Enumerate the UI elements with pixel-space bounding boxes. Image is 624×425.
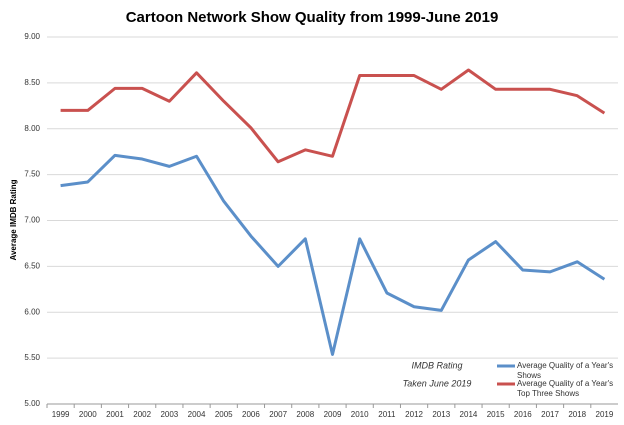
- y-axis-label: Average IMDB Rating: [9, 179, 18, 260]
- y-tick-label: 7.50: [24, 170, 40, 179]
- x-tick-label: 2003: [160, 410, 178, 419]
- x-tick-label: 2007: [269, 410, 287, 419]
- x-tick-label: 2019: [596, 410, 614, 419]
- y-tick-label: 8.00: [24, 124, 40, 133]
- y-tick-label: 9.00: [24, 32, 40, 41]
- annotation: IMDB Rating: [411, 360, 462, 370]
- y-tick-label: 8.50: [24, 78, 40, 87]
- x-tick-label: 2002: [133, 410, 151, 419]
- x-tick-label: 2017: [541, 410, 559, 419]
- x-tick-label: 2008: [296, 410, 314, 419]
- x-tick-label: 2005: [215, 410, 233, 419]
- x-tick-label: 1999: [52, 410, 70, 419]
- legend-label: Average Quality of a Year's Top Three Sh…: [517, 379, 614, 398]
- y-tick-label: 5.00: [24, 399, 40, 408]
- y-tick-label: 6.50: [24, 261, 40, 270]
- series-line: [60, 153, 606, 356]
- legend-label: Average Quality of a Year's Shows: [517, 361, 614, 380]
- x-tick-label: 2016: [514, 410, 532, 419]
- x-tick-label: 2011: [378, 410, 396, 419]
- x-tick-label: 2004: [188, 410, 206, 419]
- x-tick-label: 2001: [106, 410, 124, 419]
- x-tick-label: 2009: [324, 410, 342, 419]
- x-tick-label: 2018: [568, 410, 586, 419]
- x-tick-label: 2000: [79, 410, 97, 419]
- series-line: [60, 68, 606, 164]
- x-tick-label: 2013: [432, 410, 450, 419]
- x-tick-label: 2015: [487, 410, 505, 419]
- chart-title: Cartoon Network Show Quality from 1999-J…: [126, 9, 499, 26]
- y-tick-label: 5.50: [24, 353, 40, 362]
- y-tick-label: 7.00: [24, 216, 40, 225]
- x-tick-label: 2014: [460, 410, 478, 419]
- annotation: Taken June 2019: [403, 378, 472, 388]
- x-tick-label: 2010: [351, 410, 369, 419]
- y-tick-label: 6.00: [24, 307, 40, 316]
- x-tick-label: 2006: [242, 410, 260, 419]
- x-tick-label: 2012: [405, 410, 423, 419]
